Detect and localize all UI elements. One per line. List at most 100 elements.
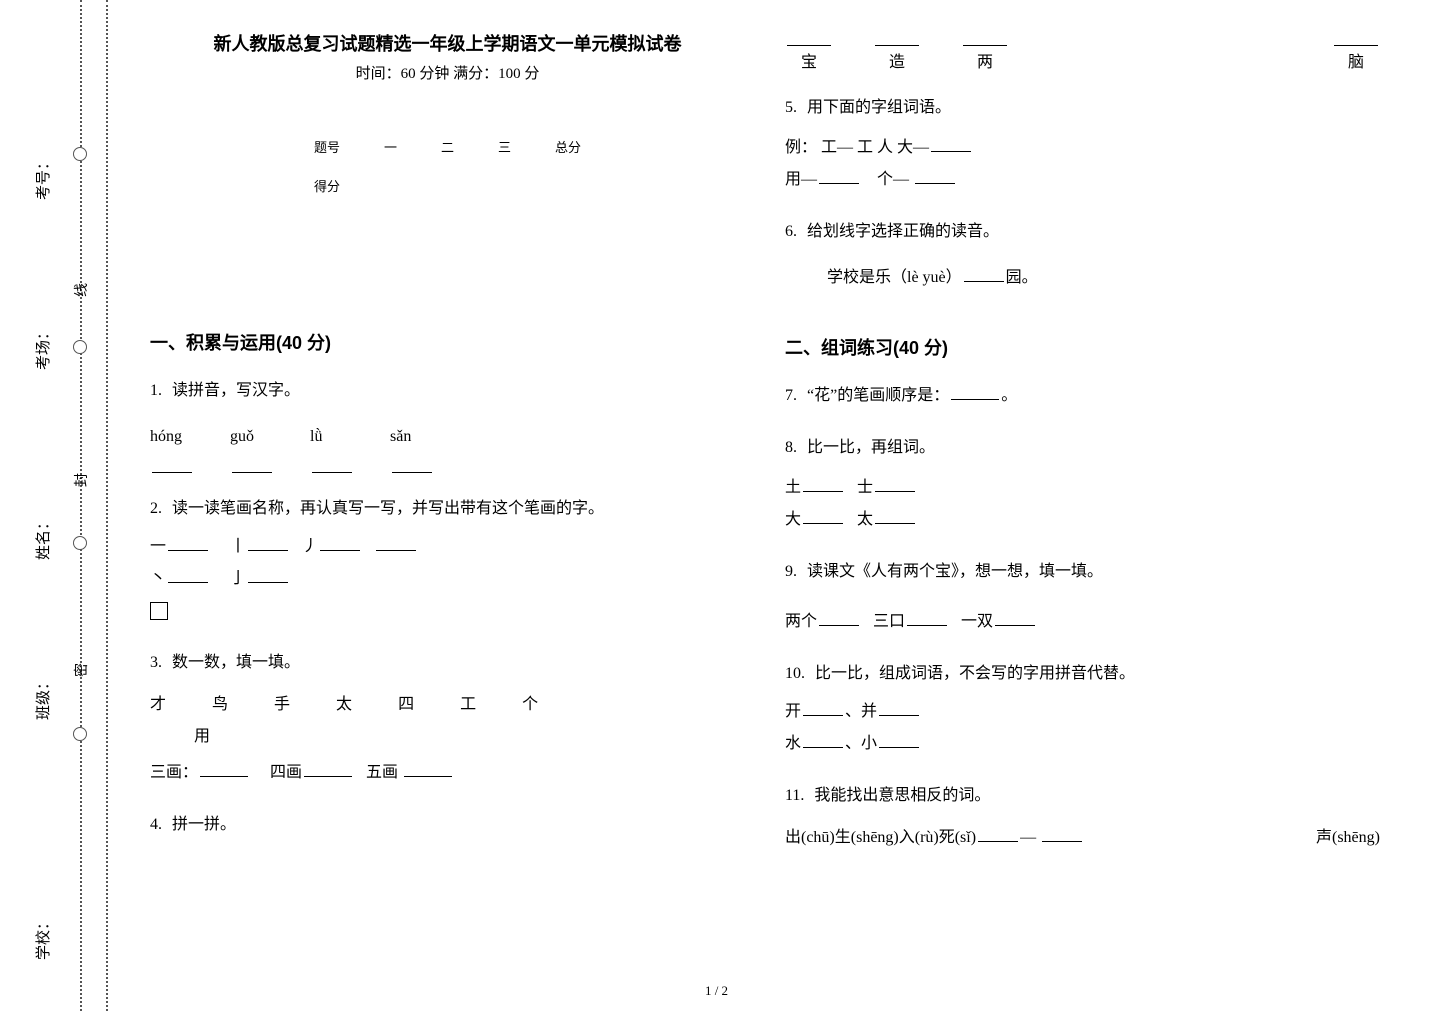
char: 脑 xyxy=(1348,48,1364,72)
question-5: 5. 用下面的字组词语。 例： 工— 工 人 大— 用— 个— xyxy=(785,92,1380,196)
char: 太 xyxy=(857,511,873,528)
blank-field[interactable] xyxy=(978,826,1018,842)
stroke-box-icon xyxy=(150,602,168,620)
blank-field[interactable] xyxy=(248,567,288,583)
blank-field[interactable] xyxy=(879,700,919,716)
stroke-char: 一 xyxy=(150,538,166,555)
question-text: 读课文《人有两个宝》，想一想，填一填。 xyxy=(807,563,1103,580)
score-col: 总分 xyxy=(533,127,603,166)
blank-field[interactable] xyxy=(232,457,272,473)
pinyin: hóng xyxy=(150,421,182,453)
blank-field[interactable] xyxy=(320,535,360,551)
question-text: “花”的笔画顺序是： xyxy=(807,387,949,404)
question-text: 比一比，组成词语，不会写的字用拼音代替。 xyxy=(815,665,1135,682)
binding-dotted-line-outer xyxy=(106,0,108,1011)
binding-label-school: 学校： xyxy=(32,915,53,960)
score-col: 二 xyxy=(419,127,476,166)
blank-field[interactable] xyxy=(787,30,831,46)
section1-heading: 一、积累与运用(40 分) xyxy=(150,329,745,355)
blank-field[interactable] xyxy=(964,266,1004,282)
blank-field[interactable] xyxy=(879,732,919,748)
question-text: 给划线字选择正确的读音。 xyxy=(807,223,999,240)
blank-field[interactable] xyxy=(168,535,208,551)
seal-char: 线 xyxy=(71,283,91,297)
binding-label-class: 班级： xyxy=(32,675,53,720)
char-blank: 脑 xyxy=(1332,30,1380,72)
question-9: 9. 读课文《人有两个宝》，想一想，填一填。 两个 三口 一双 xyxy=(785,556,1380,638)
blank-field[interactable] xyxy=(376,535,416,551)
blank-field[interactable] xyxy=(168,567,208,583)
table-row: 题号 一 二 三 总分 xyxy=(292,127,603,166)
stroke-char: 丨 xyxy=(230,538,246,555)
blank-field[interactable] xyxy=(803,732,843,748)
seal-char: 密 xyxy=(71,663,91,677)
char: 工 xyxy=(460,689,476,721)
pinyin-item: guǒ xyxy=(230,421,274,473)
pinyin: guǒ xyxy=(230,421,254,453)
section2-heading: 二、组词练习(40 分) xyxy=(785,334,1380,360)
blank-field[interactable] xyxy=(803,508,843,524)
blank-field[interactable] xyxy=(304,761,352,777)
dash: — xyxy=(1020,822,1036,854)
blank-field[interactable] xyxy=(803,476,843,492)
pinyin-item: sǎn xyxy=(390,421,434,473)
question-11: 11. 我能找出意思相反的词。 出(chū)生(shēng)入(rù)死(sǐ)… xyxy=(785,780,1380,854)
blank-field[interactable] xyxy=(1334,30,1378,46)
char: 土 xyxy=(785,479,801,496)
left-column: 新人教版总复习试题精选一年级上学期语文一单元模拟试卷 时间：60 分钟 满分：1… xyxy=(150,30,745,991)
char: 两 xyxy=(977,48,993,72)
question-7: 7. “花”的笔画顺序是：。 xyxy=(785,380,1380,412)
tail: 声(shēng) xyxy=(1316,822,1380,854)
item-label: 用— xyxy=(785,171,817,188)
blank-field[interactable] xyxy=(392,457,432,473)
char-blank: 两 xyxy=(961,30,1009,72)
blank-field[interactable] xyxy=(200,761,248,777)
blank-field[interactable] xyxy=(312,457,352,473)
blank-field[interactable] xyxy=(819,168,859,184)
table-row: 得分 xyxy=(292,166,603,205)
blank-field[interactable] xyxy=(875,30,919,46)
blank-field[interactable] xyxy=(875,508,915,524)
blank-field[interactable] xyxy=(819,610,859,626)
blank-field[interactable] xyxy=(931,136,971,152)
binding-circle xyxy=(73,147,87,161)
char: 用 xyxy=(194,721,745,753)
question-number: 7. xyxy=(785,387,797,404)
question-2: 2. 读一读笔画名称，再认真写一写，并写出带有这个笔画的字。 一 丨 丿 丶 亅 xyxy=(150,493,745,627)
blank-field[interactable] xyxy=(907,610,947,626)
blank-field[interactable] xyxy=(951,384,999,400)
sep: 、小 xyxy=(845,735,877,752)
blank-field[interactable] xyxy=(1042,826,1082,842)
question-number: 11. xyxy=(785,787,804,804)
score-col: 一 xyxy=(362,127,419,166)
blank-field[interactable] xyxy=(875,476,915,492)
binding-label-id: 考号： xyxy=(32,155,53,200)
example-label: 例： xyxy=(785,139,817,156)
char: 才 xyxy=(150,689,166,721)
blank-field[interactable] xyxy=(803,700,843,716)
blank-field[interactable] xyxy=(152,457,192,473)
char: 造 xyxy=(889,48,905,72)
question-number: 9. xyxy=(785,563,797,580)
exam-title: 新人教版总复习试题精选一年级上学期语文一单元模拟试卷 xyxy=(150,30,745,56)
blank-field[interactable] xyxy=(248,535,288,551)
blank-field[interactable] xyxy=(404,761,452,777)
title-block: 新人教版总复习试题精选一年级上学期语文一单元模拟试卷 时间：60 分钟 满分：1… xyxy=(150,30,745,83)
char: 手 xyxy=(274,689,290,721)
binding-circle xyxy=(73,536,87,550)
question-number: 4. xyxy=(150,816,162,833)
question-number: 10. xyxy=(785,665,805,682)
char: 大 xyxy=(785,511,801,528)
char: 士 xyxy=(857,479,873,496)
right-column: 宝 造 两 脑 5. 用下面的字组词语。 例： 工— 工 人 大— xyxy=(785,30,1380,991)
item-label: 个— xyxy=(877,171,909,188)
blank-field[interactable] xyxy=(963,30,1007,46)
blank-field[interactable] xyxy=(915,168,955,184)
question-number: 3. xyxy=(150,654,162,671)
question-text: 拼一拼。 xyxy=(172,816,236,833)
blank-field[interactable] xyxy=(995,610,1035,626)
char: 开 xyxy=(785,703,801,720)
question-text: 我能找出意思相反的词。 xyxy=(814,787,990,804)
char: 四 xyxy=(398,689,414,721)
binding-circle xyxy=(73,340,87,354)
